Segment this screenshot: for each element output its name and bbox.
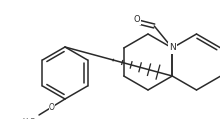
Text: H₃C: H₃C [22, 118, 35, 119]
Text: O: O [134, 15, 141, 25]
Text: N: N [169, 44, 176, 52]
Text: O: O [49, 102, 55, 112]
